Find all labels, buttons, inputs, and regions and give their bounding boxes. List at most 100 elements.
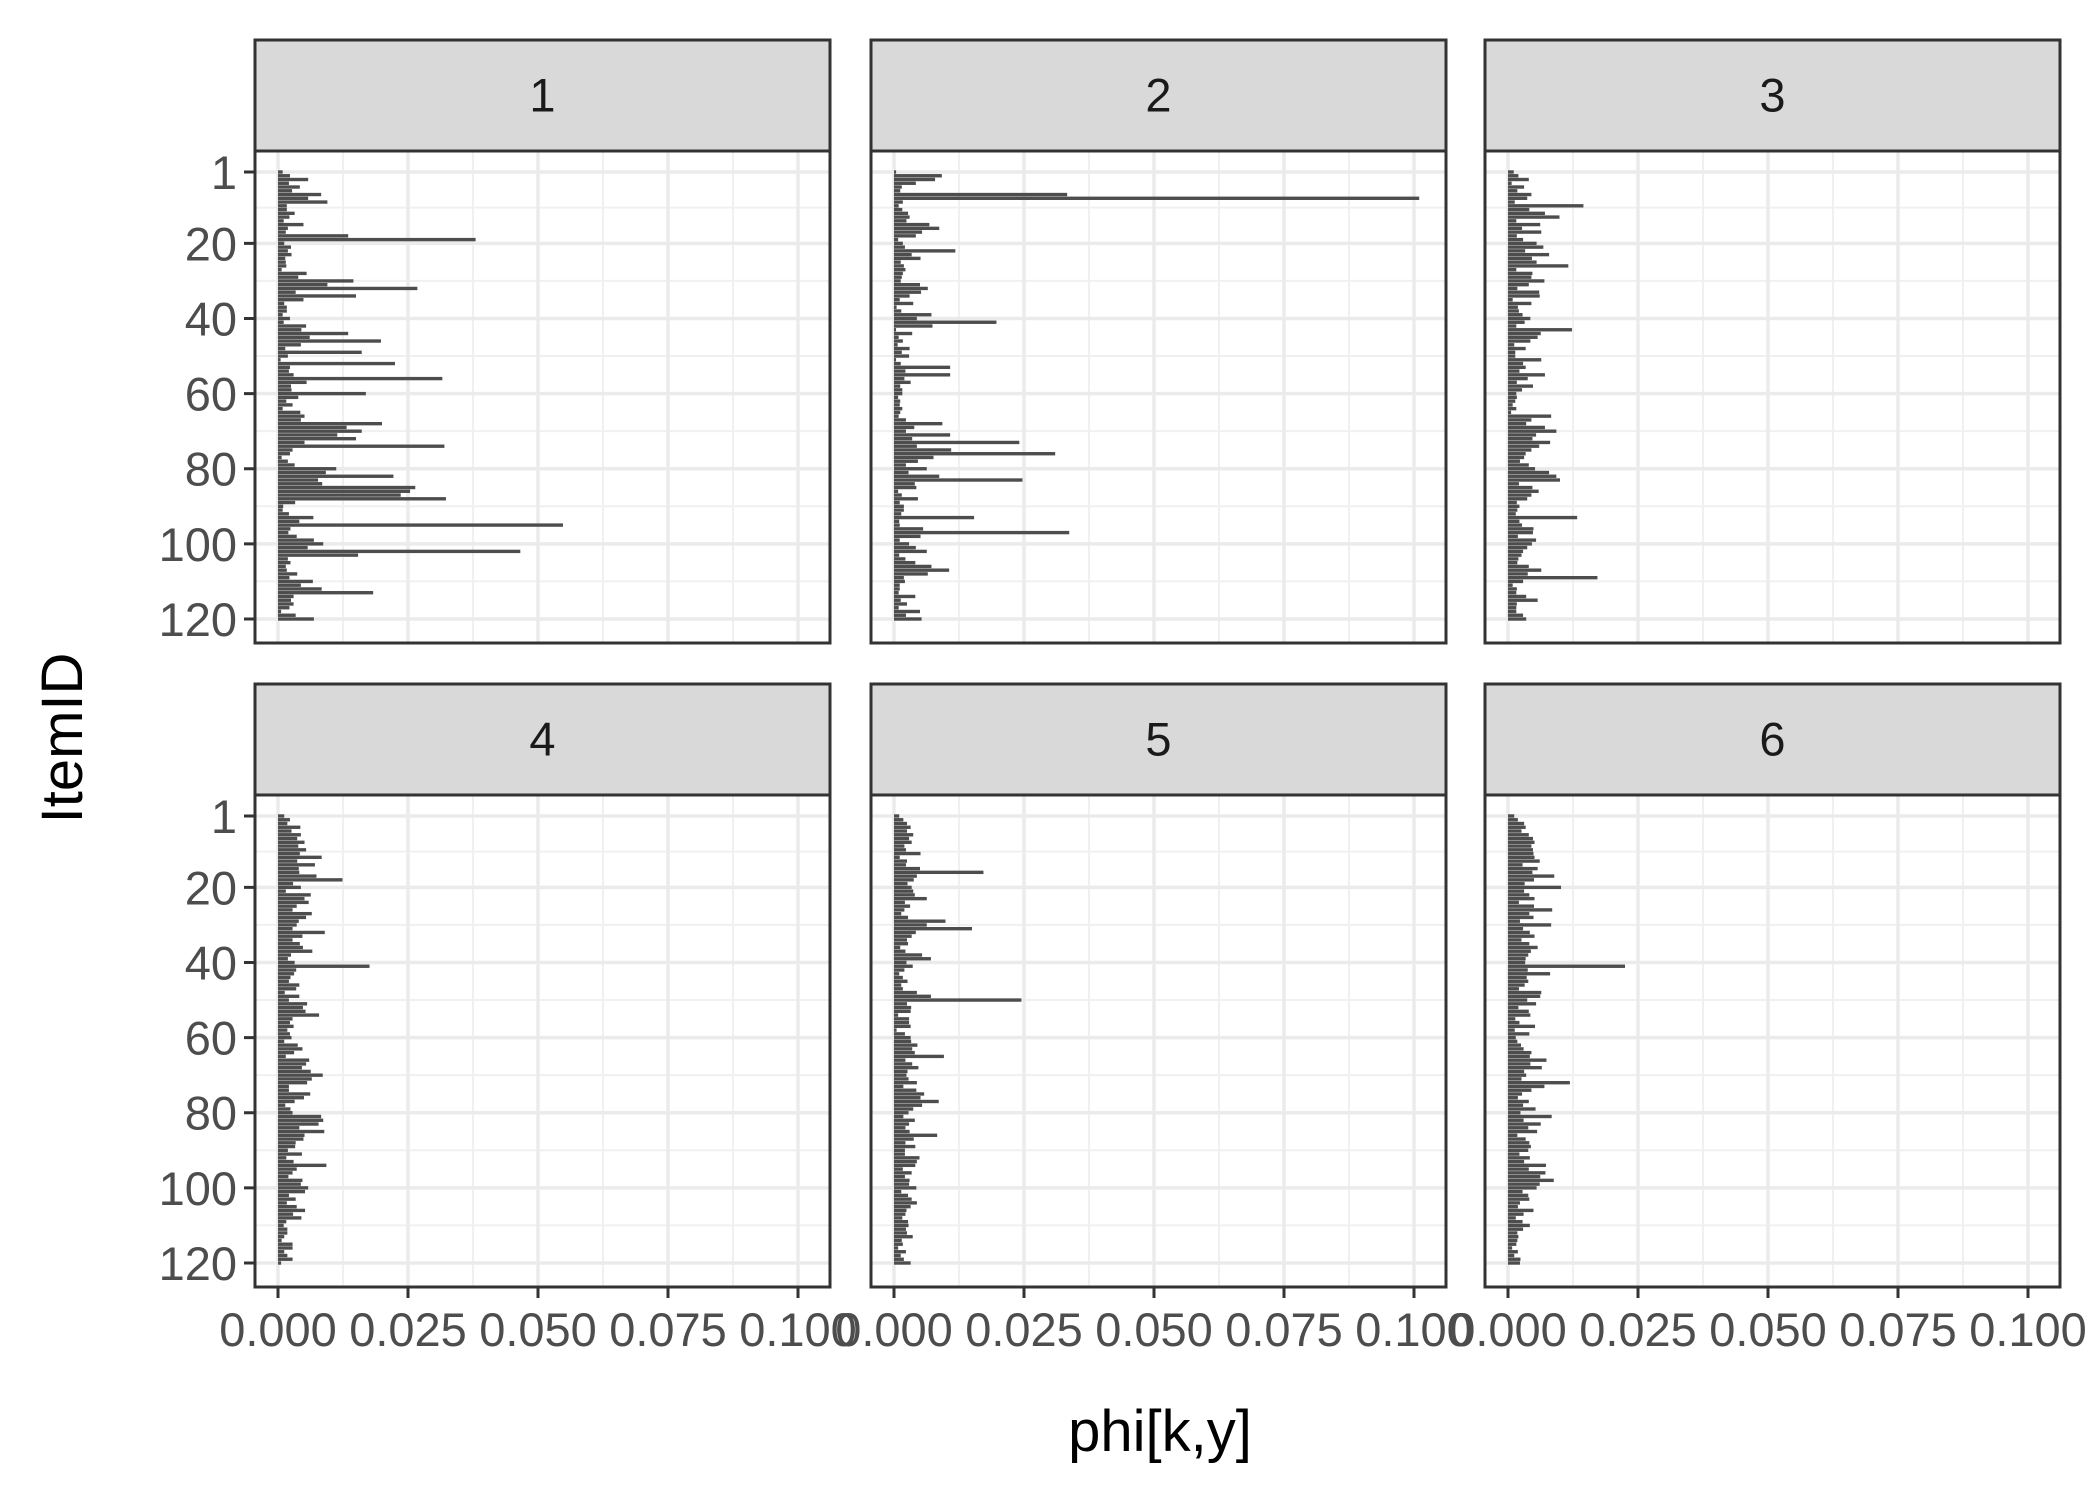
bar-item-97: [894, 530, 1070, 535]
bar-item-64: [278, 1050, 295, 1055]
bar-item-120: [278, 617, 314, 621]
bar-item-63: [1508, 403, 1513, 407]
y-tick-label: 20: [185, 217, 237, 270]
bar-item-76: [894, 452, 1056, 456]
bar-item-54: [894, 1013, 899, 1017]
bar-item-32: [1508, 286, 1518, 291]
bar-item-91: [278, 1152, 302, 1156]
bar-item-78: [1508, 1103, 1524, 1107]
facet-panel-2: 2: [869, 38, 1448, 645]
bar-item-38: [894, 309, 902, 313]
bar-item-25: [894, 904, 911, 908]
bar-item-81: [894, 1114, 904, 1119]
bar-item-12: [278, 855, 322, 860]
bar-item-114: [278, 594, 294, 599]
bar-item-3: [1508, 177, 1529, 182]
bar-item-94: [1508, 1163, 1546, 1168]
bar-item-101: [894, 545, 916, 550]
bar-item-63: [894, 1047, 913, 1051]
bar-item-15: [894, 222, 930, 227]
bar-item-18: [278, 878, 343, 882]
bar-item-80: [1508, 467, 1536, 471]
bar-item-24: [278, 900, 309, 905]
bar-item-5: [1508, 185, 1525, 189]
bar-item-18: [278, 234, 349, 238]
bar-item-97: [278, 530, 289, 535]
bar-item-41: [278, 964, 370, 968]
bar-item-99: [278, 538, 314, 542]
bar-item-50: [278, 354, 288, 358]
bar-item-71: [278, 433, 338, 437]
bar-item-43: [1508, 972, 1551, 976]
bar-item-44: [278, 331, 349, 336]
bar-item-120: [1508, 1261, 1520, 1265]
bar-item-116: [894, 602, 907, 606]
bar-item-52: [278, 1005, 303, 1010]
bar-item-59: [1508, 388, 1523, 392]
bar-item-88: [1508, 497, 1528, 501]
y-tick-label: 40: [185, 292, 237, 345]
bar-item-11: [278, 207, 287, 212]
bar-item-8: [278, 196, 309, 200]
bar-item-35: [278, 942, 300, 946]
bar-item-109: [894, 1219, 909, 1224]
bar-item-109: [278, 1219, 287, 1224]
panel-border: [1483, 793, 2062, 1289]
bar-item-33: [278, 934, 303, 938]
bar-item-32: [894, 286, 928, 291]
bar-item-59: [278, 388, 292, 392]
bar-item-5: [1508, 829, 1522, 833]
bar-item-58: [1508, 384, 1533, 388]
bar-item-75: [278, 448, 293, 452]
bar-item-27: [278, 911, 312, 916]
bar-item-76: [1508, 452, 1526, 456]
bar-item-85: [1508, 485, 1533, 490]
bar-item-22: [278, 249, 288, 253]
bar-item-78: [278, 459, 288, 463]
bar-item-54: [278, 369, 289, 373]
bar-item-43: [278, 328, 302, 332]
bar-item-96: [1508, 527, 1534, 531]
bar-item-13: [1508, 859, 1540, 863]
bar-item-63: [278, 1047, 303, 1051]
bar-item-36: [894, 301, 914, 306]
bar-item-19: [894, 881, 908, 886]
bar-item-76: [1508, 1096, 1518, 1100]
bar-item-27: [1508, 267, 1517, 272]
bar-item-47: [278, 343, 301, 347]
bar-item-57: [1508, 380, 1517, 385]
bar-item-59: [894, 1032, 905, 1036]
bar-item-38: [1508, 309, 1519, 313]
bar-item-84: [894, 482, 915, 486]
bar-item-64: [894, 1050, 915, 1055]
bar-item-100: [278, 542, 324, 546]
bar-item-98: [278, 1178, 303, 1183]
bar-item-80: [1508, 1111, 1521, 1115]
bar-item-113: [894, 591, 899, 595]
bar-item-93: [894, 515, 975, 520]
bar-item-98: [894, 534, 921, 539]
y-tick-label: 80: [185, 1087, 237, 1140]
bar-item-114: [1508, 1238, 1518, 1243]
bar-item-2: [1508, 818, 1518, 822]
bar-item-87: [1508, 1137, 1526, 1141]
bar-item-25: [278, 260, 286, 264]
bar-item-11: [1508, 851, 1534, 856]
bar-item-6: [1508, 833, 1529, 837]
bar-item-32: [1508, 930, 1530, 935]
bar-item-116: [278, 602, 294, 606]
bar-item-108: [278, 1216, 302, 1220]
bar-item-107: [278, 1212, 294, 1216]
bar-item-2: [894, 174, 942, 178]
bar-item-97: [1508, 1174, 1541, 1179]
bar-item-37: [278, 949, 313, 953]
bar-item-34: [894, 294, 910, 298]
bar-item-32: [278, 286, 418, 291]
bar-item-38: [1508, 953, 1529, 957]
bar-item-34: [894, 938, 907, 942]
bar-item-38: [278, 953, 291, 957]
bar-item-99: [278, 1182, 301, 1186]
bar-item-111: [894, 583, 900, 587]
bar-item-51: [278, 358, 281, 362]
